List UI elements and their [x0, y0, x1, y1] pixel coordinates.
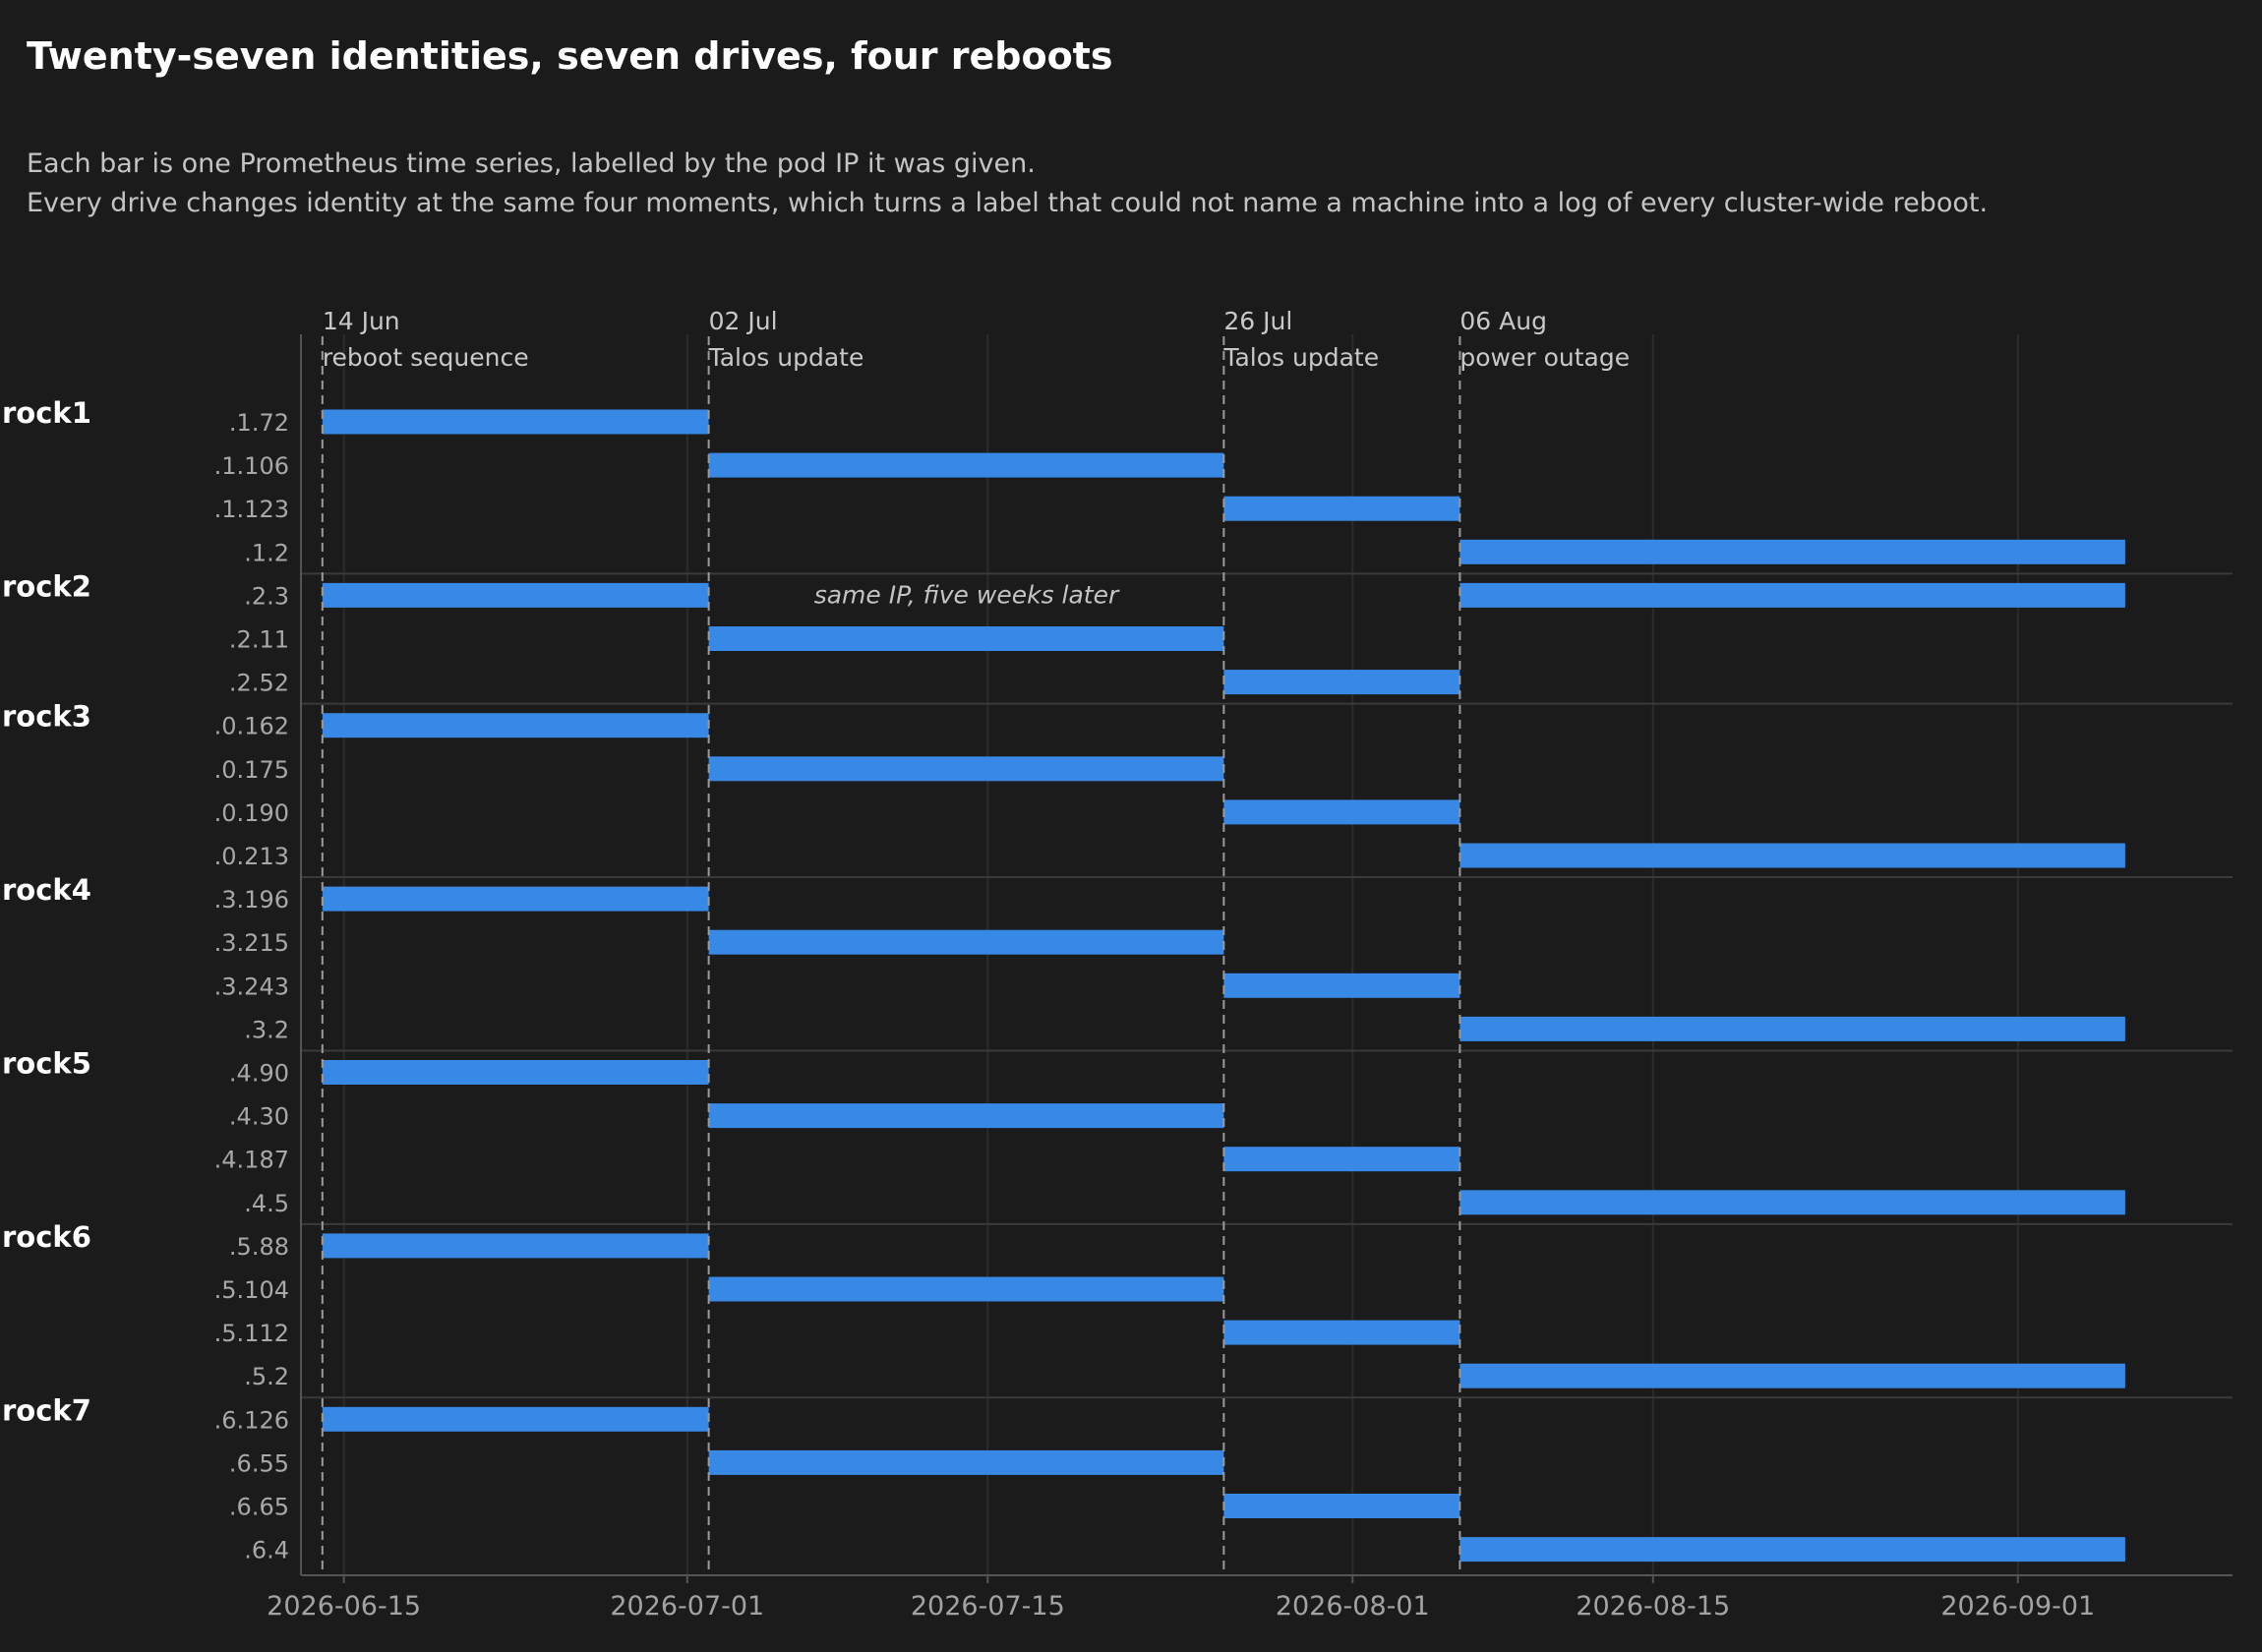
series-bar [708, 756, 1224, 782]
ip-label: .2.3 [244, 582, 289, 610]
chart-subtitle-line-1: Each bar is one Prometheus time series, … [27, 148, 1036, 179]
series-bar [1459, 1190, 2125, 1215]
x-tick-label: 2026-08-01 [1276, 1591, 1430, 1622]
ip-label: .3.2 [244, 1016, 289, 1043]
ip-label: .0.175 [214, 756, 289, 784]
series-bar [1459, 843, 2125, 868]
x-tick-label: 2026-07-01 [610, 1591, 764, 1622]
ip-label: .1.2 [244, 539, 289, 566]
ip-label: .1.123 [214, 496, 289, 523]
series-bar [322, 1060, 709, 1085]
ip-label: .0.190 [214, 799, 289, 827]
series-bar [322, 886, 709, 912]
series-bar [1223, 1494, 1460, 1518]
series-bar [708, 1276, 1224, 1302]
event-label: Talos update [1222, 343, 1379, 372]
ip-label: .2.52 [229, 670, 289, 697]
series-bar [322, 1406, 709, 1432]
ip-label: .6.65 [229, 1494, 289, 1521]
grid [342, 334, 2019, 1575]
ip-label: .4.187 [214, 1147, 289, 1174]
event-date-label: 02 Jul [709, 307, 778, 335]
ip-label: .5.112 [214, 1320, 289, 1347]
ip-label: .6.126 [214, 1406, 289, 1434]
series-bar [322, 713, 709, 738]
ip-label: .6.55 [229, 1449, 289, 1477]
series-bar [1223, 1320, 1460, 1345]
series-bar [322, 582, 709, 608]
event-date-label: 06 Aug [1459, 307, 1547, 335]
series-bar [1223, 973, 1460, 998]
ip-label: .5.2 [244, 1363, 289, 1390]
ip-label: .4.90 [229, 1060, 289, 1088]
series-bar [1459, 1016, 2125, 1041]
drive-label-rock1: rock1 [2, 396, 91, 430]
series-bar [1459, 582, 2125, 608]
ip-label: .3.215 [214, 929, 289, 957]
event-label: reboot sequence [323, 343, 529, 372]
series-bar [708, 1449, 1224, 1475]
x-tick-label: 2026-08-15 [1576, 1591, 1730, 1622]
drive-label-rock7: rock7 [2, 1393, 91, 1427]
series-bar [708, 1103, 1224, 1129]
annotations: same IP, five weeks later [814, 580, 1120, 609]
ip-label: .1.106 [214, 452, 289, 480]
series-bar [1459, 1537, 2125, 1563]
series-bar [1223, 496, 1460, 521]
series-bar [708, 452, 1224, 478]
ip-label: .4.5 [244, 1190, 289, 1217]
series-bar [1459, 539, 2125, 564]
event-date-label: 26 Jul [1223, 307, 1292, 335]
ip-label: .5.88 [229, 1233, 289, 1261]
ip-label: .4.30 [229, 1103, 289, 1131]
series-bar [1223, 670, 1460, 695]
ip-label: .1.72 [229, 409, 289, 437]
event-label: power outage [1459, 343, 1630, 372]
series-bar [708, 929, 1224, 955]
event-markers: 14 Jun reboot sequence 02 Jul Talos update 2… [321, 307, 1630, 1575]
row-labels: rock1 .1.72 .1.106 .1.123 .1.2 rock2 .2.3 .2.11… [2, 396, 289, 1564]
event-label: Talos update [708, 343, 864, 372]
ip-label: .3.196 [214, 886, 289, 914]
drive-label-rock3: rock3 [2, 700, 91, 734]
bars [322, 409, 2125, 1563]
ip-label: .3.243 [214, 973, 289, 1000]
ip-label: .0.213 [214, 843, 289, 870]
series-bar [1223, 1147, 1460, 1172]
series-bar [708, 626, 1224, 651]
drive-label-rock5: rock5 [2, 1047, 91, 1081]
ip-label: .2.11 [229, 626, 289, 654]
chart-title: Twenty-seven identities, seven drives, f… [27, 34, 1112, 78]
x-axis: 2026-06-15 2026-07-01 2026-07-15 2026-08-01… [267, 334, 2232, 1622]
series-bar [1223, 799, 1460, 825]
group-separators [301, 572, 2232, 1399]
x-tick-label: 2026-07-15 [911, 1591, 1065, 1622]
ip-label: .0.162 [214, 713, 289, 740]
annotation-note: same IP, five weeks later [814, 580, 1120, 609]
series-bar [322, 1233, 709, 1259]
chart-subtitle-line-2: Every drive changes identity at the same… [27, 188, 1988, 218]
series-bar [1459, 1363, 2125, 1388]
x-tick-label: 2026-09-01 [1940, 1591, 2095, 1622]
drive-label-rock4: rock4 [2, 873, 91, 907]
ip-label: .5.104 [214, 1276, 289, 1304]
drive-label-rock6: rock6 [2, 1220, 91, 1254]
drive-label-rock2: rock2 [2, 569, 91, 603]
ip-label: .6.4 [244, 1537, 289, 1564]
series-bar [322, 409, 709, 435]
x-tick-label: 2026-06-15 [267, 1591, 421, 1622]
event-date-label: 14 Jun [323, 307, 400, 335]
